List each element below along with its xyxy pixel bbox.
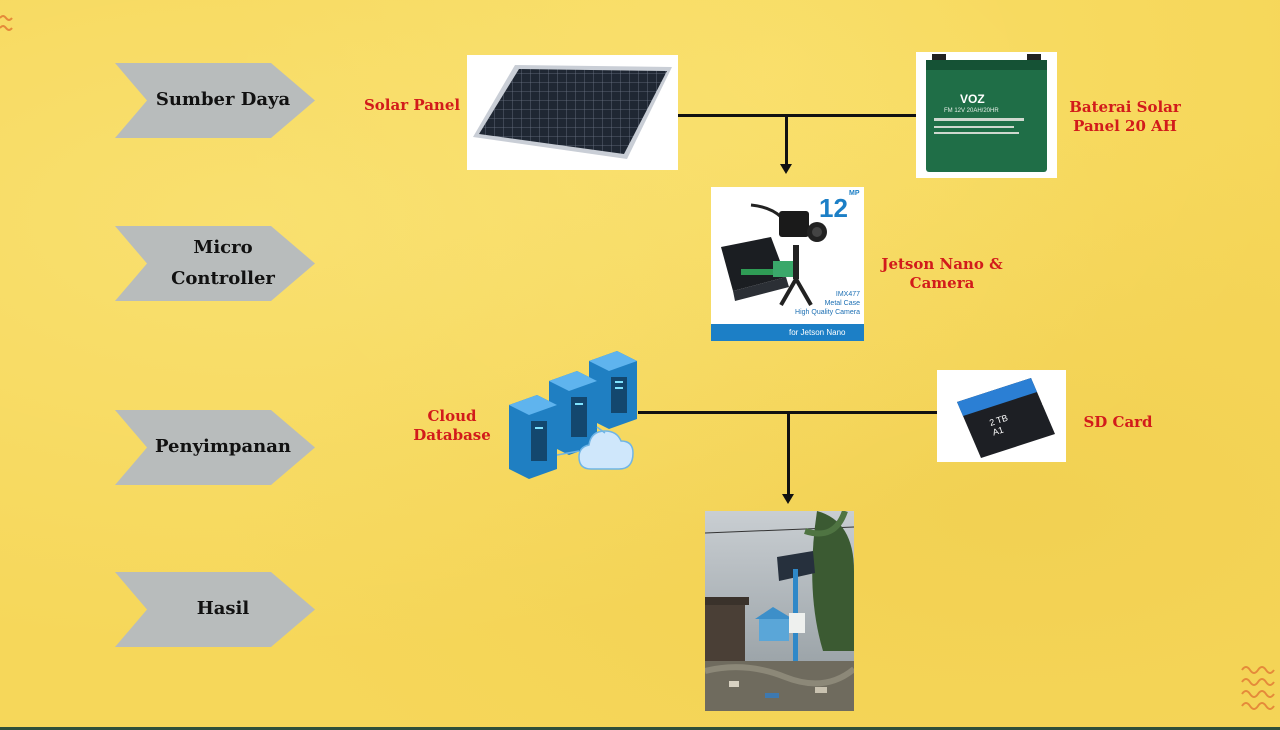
jetson-label: Jetson Nano & Camera: [881, 255, 1003, 292]
stage-hasil: Hasil: [115, 572, 315, 647]
arrowhead-to-result: [782, 494, 794, 504]
connector-power-drop: [785, 114, 788, 166]
connector-power-horizontal: [678, 114, 918, 117]
bottom-border: [0, 727, 1280, 730]
battery-label: Baterai Solar Panel 20 AH: [1069, 98, 1181, 135]
stage-penyimpanan: Penyimpanan: [115, 410, 315, 485]
installation-photo: [705, 511, 854, 711]
cloud-database-illustration: [509, 351, 637, 479]
camera-spec-text: IMX477 Metal Case High Quality Camera: [795, 291, 860, 316]
wave-pattern-icon: [1241, 666, 1275, 710]
stage-label: Sumber Daya: [155, 89, 291, 111]
stage-label: Hasil: [196, 598, 250, 620]
solar-panel-label: Solar Panel: [363, 96, 461, 114]
battery-model: FM 12V 20AH/20HR: [944, 108, 999, 114]
corner-squiggle-icon: [0, 15, 13, 31]
cloud-database-label: Cloud Database: [413, 407, 491, 444]
battery-image: VOZ FM 12V 20AH/20HR: [916, 52, 1057, 178]
stage-label: Penyimpanan: [154, 436, 292, 458]
jetson-camera-image: 12 MP IMX477 Metal Case High Quality Cam…: [711, 187, 864, 341]
stage-sumber-daya: Sumber Daya: [115, 63, 315, 138]
camera-mp-unit: MP: [849, 190, 860, 197]
battery-brand: VOZ: [960, 92, 985, 106]
sd-card-label: SD Card: [1083, 413, 1153, 431]
arrowhead-to-jetson: [780, 164, 792, 174]
camera-megapixels: 12: [819, 193, 848, 223]
connector-storage-drop: [787, 411, 790, 496]
solar-panel-image: [467, 55, 678, 170]
sd-card-image: MEMORY CARD Ultra 2 TB A1 Smart: [937, 370, 1066, 462]
stage-micro-controller: Micro Controller: [115, 226, 315, 301]
stage-label: Micro Controller: [171, 236, 275, 289]
camera-footer: for Jetson Nano: [711, 324, 864, 341]
